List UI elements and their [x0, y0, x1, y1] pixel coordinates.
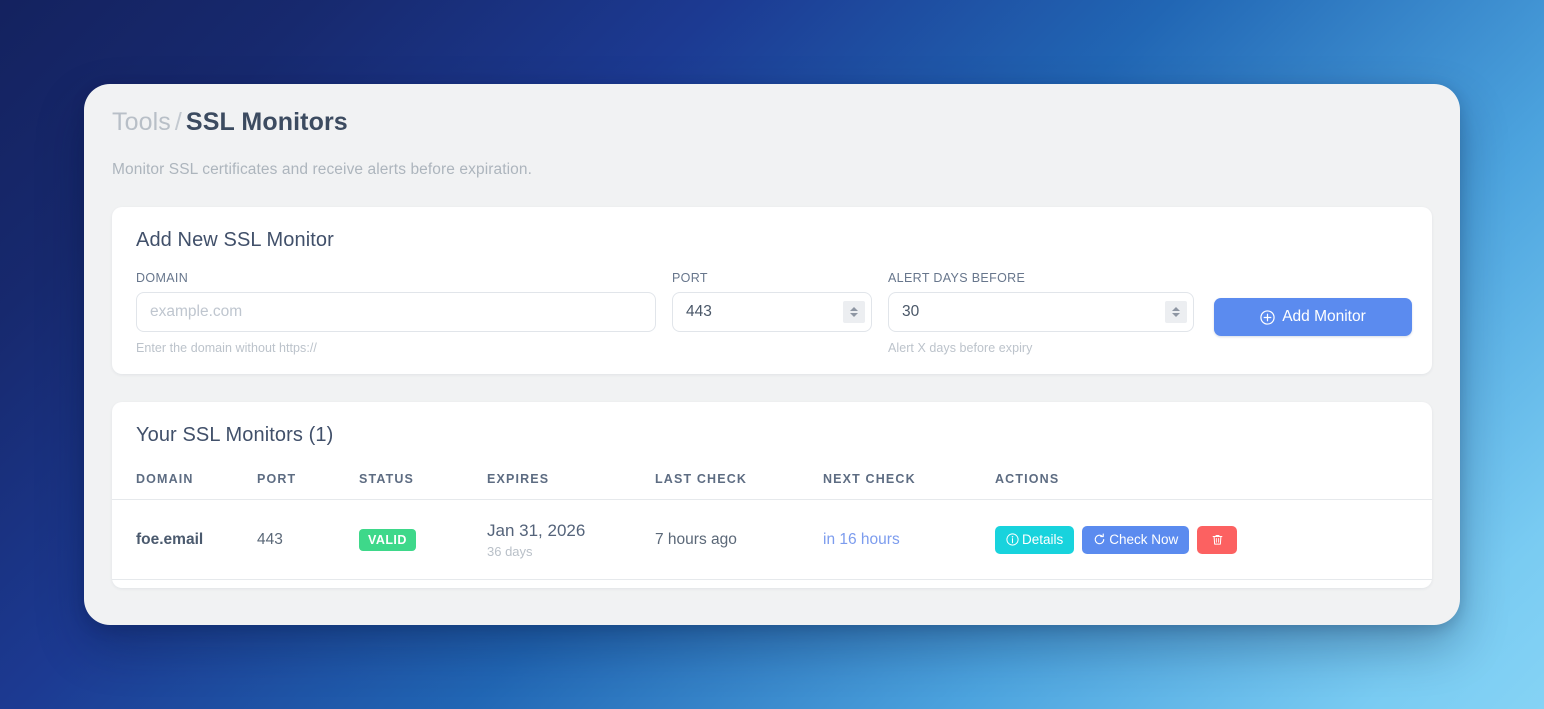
app-window-card: Tools / SSL Monitors Monitor SSL certifica…	[84, 84, 1460, 625]
details-button-label: Details	[1022, 532, 1064, 548]
domain-input-shell	[136, 292, 656, 332]
port-stepper[interactable]	[843, 301, 865, 323]
cell-port: 443	[257, 499, 359, 581]
column-header-status: STATUS	[359, 447, 487, 500]
add-monitor-button-label: Add Monitor	[1282, 308, 1366, 325]
alert-days-stepper[interactable]	[1165, 301, 1187, 323]
monitors-title: Your SSL Monitors (1)	[136, 424, 334, 446]
table-row: foe.email 443 VALID Jan 31, 2026 36 days…	[112, 499, 1432, 581]
add-monitor-button[interactable]: Add Monitor	[1214, 298, 1412, 336]
port-input-shell	[672, 292, 872, 332]
monitors-panel: Your SSL Monitors (1) DOMAIN PORT STATUS…	[112, 402, 1432, 588]
alert-days-input-shell	[888, 292, 1194, 332]
field-alert-days: ALERT DAYS BEFORE Alert X days before ex…	[888, 271, 1194, 355]
alert-days-hint: Alert X days before expiry	[888, 341, 1033, 355]
monitors-table: DOMAIN PORT STATUS EXPIRES LAST CHECK NE…	[112, 447, 1432, 581]
cell-expires-days: 36 days	[487, 544, 533, 560]
column-header-last-check: LAST CHECK	[655, 447, 823, 500]
field-domain: DOMAIN Enter the domain without https://	[136, 271, 656, 355]
alert-days-input[interactable]	[888, 292, 1194, 332]
status-badge: VALID	[359, 528, 416, 551]
monitors-table-head: DOMAIN PORT STATUS EXPIRES LAST CHECK NE…	[112, 447, 1432, 500]
trash-icon	[1211, 533, 1224, 547]
breadcrumb-separator: /	[174, 108, 182, 136]
domain-hint: Enter the domain without https://	[136, 341, 317, 355]
column-header-port: PORT	[257, 447, 359, 500]
refresh-icon	[1093, 533, 1106, 546]
plus-circle-icon	[1260, 309, 1275, 325]
domain-input[interactable]	[136, 292, 656, 332]
info-circle-icon	[1006, 533, 1019, 546]
alert-days-label: ALERT DAYS BEFORE	[888, 271, 1026, 285]
details-button[interactable]: Details	[995, 525, 1075, 554]
row-actions: Details Check Now	[995, 525, 1432, 554]
column-header-expires: EXPIRES	[487, 447, 655, 500]
add-monitor-panel: Add New SSL Monitor DOMAIN Enter the dom…	[112, 207, 1432, 374]
column-header-domain: DOMAIN	[112, 447, 257, 500]
chevron-down-icon[interactable]	[850, 313, 858, 317]
port-label: PORT	[672, 271, 708, 285]
chevron-down-icon[interactable]	[1172, 313, 1180, 317]
page-title: SSL Monitors	[185, 108, 348, 136]
field-port: PORT	[672, 271, 872, 332]
add-monitor-form: DOMAIN Enter the domain without https://…	[112, 252, 1432, 355]
chevron-up-icon[interactable]	[850, 307, 858, 311]
table-header-row: DOMAIN PORT STATUS EXPIRES LAST CHECK NE…	[112, 447, 1432, 500]
port-input[interactable]	[672, 292, 872, 332]
breadcrumb: Tools / SSL Monitors	[112, 84, 1432, 137]
check-now-button[interactable]: Check Now	[1082, 525, 1190, 554]
monitors-table-body: foe.email 443 VALID Jan 31, 2026 36 days…	[112, 499, 1432, 581]
check-now-button-label: Check Now	[1109, 532, 1179, 548]
cell-expires-date: Jan 31, 2026	[487, 521, 586, 540]
page-subtitle: Monitor SSL certificates and receive ale…	[112, 161, 533, 178]
add-monitor-title: Add New SSL Monitor	[136, 229, 334, 251]
cell-last-check: 7 hours ago	[655, 499, 823, 581]
breadcrumb-parent[interactable]: Tools	[112, 108, 171, 136]
cell-domain: foe.email	[136, 530, 204, 548]
column-header-next-check: NEXT CHECK	[823, 447, 995, 500]
chevron-up-icon[interactable]	[1172, 307, 1180, 311]
cell-next-check: in 16 hours	[823, 530, 900, 548]
column-header-actions: ACTIONS	[995, 447, 1432, 500]
delete-button[interactable]	[1197, 525, 1238, 554]
domain-label: DOMAIN	[136, 271, 189, 285]
